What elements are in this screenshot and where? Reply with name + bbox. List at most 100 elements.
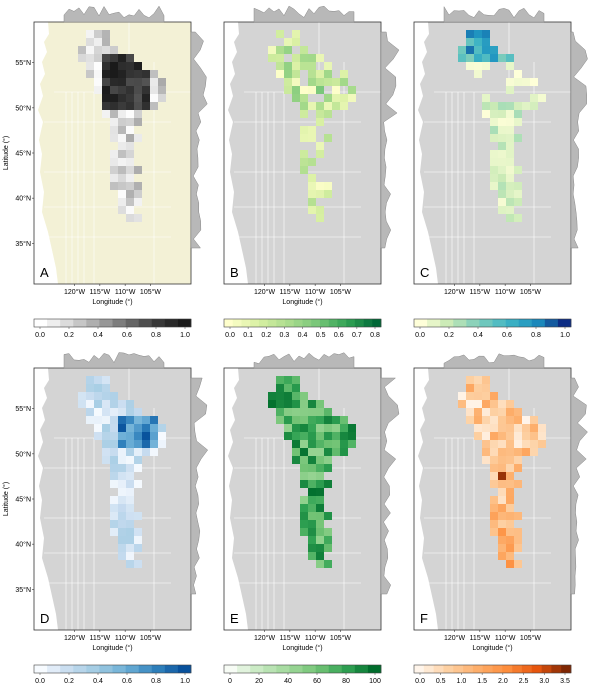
grid-cell — [300, 86, 308, 94]
grid-cell — [110, 166, 118, 174]
grid-cell — [466, 408, 474, 416]
grid-cell — [538, 432, 546, 440]
grid-cell — [490, 182, 498, 190]
grid-cell — [514, 190, 522, 198]
grid-cell — [292, 424, 300, 432]
grid-cell — [490, 424, 498, 432]
grid-cell — [340, 424, 348, 432]
grid-cell — [482, 400, 490, 408]
grid-cell — [332, 440, 340, 448]
colorbar-tick-label: 2.5 — [519, 678, 529, 685]
grid-cell — [134, 214, 142, 222]
grid-cell — [490, 118, 498, 126]
grid-cell — [142, 78, 150, 86]
grid-cell — [126, 416, 134, 424]
grid-cell — [126, 488, 134, 496]
grid-cell — [110, 118, 118, 126]
grid-cell — [126, 214, 134, 222]
grid-cell — [94, 54, 102, 62]
grid-cell — [316, 480, 324, 488]
grid-cell — [158, 78, 166, 86]
grid-cell — [94, 86, 102, 94]
grid-cell — [118, 544, 126, 552]
grid-cell — [126, 54, 134, 62]
grid-cell — [348, 440, 356, 448]
grid-cell — [316, 118, 324, 126]
grid-cell — [506, 174, 514, 182]
grid-cell — [134, 102, 142, 110]
grid-cell — [110, 528, 118, 536]
grid-cell — [506, 126, 514, 134]
grid-cell — [284, 78, 292, 86]
grid-cell — [308, 424, 316, 432]
grid-cell — [118, 432, 126, 440]
lon-tick-label: 120°W — [64, 288, 85, 296]
grid-cell — [284, 86, 292, 94]
grid-cell — [78, 46, 86, 54]
grid-cell — [102, 86, 110, 94]
grid-cell — [78, 392, 86, 400]
grid-cell — [268, 400, 276, 408]
grid-cell — [482, 448, 490, 456]
grid-cell — [292, 456, 300, 464]
grid-cell — [308, 496, 316, 504]
grid-cell — [490, 126, 498, 134]
grid-cell — [292, 416, 300, 424]
grid-cell — [134, 456, 142, 464]
grid-cell — [300, 464, 308, 472]
lon-tick-label: 105°W — [520, 634, 541, 642]
grid-cell — [482, 424, 490, 432]
grid-cell — [316, 528, 324, 536]
grid-cell — [348, 86, 356, 94]
panel-label: B — [230, 265, 239, 280]
grid-cell — [86, 30, 94, 38]
grid-cell — [498, 520, 506, 528]
grid-cell — [292, 30, 300, 38]
grid-cell — [474, 46, 482, 54]
grid-cells — [268, 376, 356, 568]
grid-cell — [498, 432, 506, 440]
grid-cell — [324, 440, 332, 448]
grid-cell — [514, 70, 522, 78]
grid-cell — [324, 182, 332, 190]
grid-cell — [300, 408, 308, 416]
x-axis-label: Longitude (°) — [92, 644, 132, 652]
grid-cell — [134, 432, 142, 440]
grid-cell — [498, 182, 506, 190]
colorbar: 0.0 0.5 1.0 1.5 2.0 2.5 3.0 3.5 — [413, 664, 572, 685]
grid-cell — [110, 110, 118, 118]
grid-cell — [308, 512, 316, 520]
grid-cell — [300, 392, 308, 400]
grid-cell — [292, 384, 300, 392]
grid-cell — [498, 552, 506, 560]
grid-cell — [126, 424, 134, 432]
panel-label: E — [230, 611, 239, 626]
grid-cell — [474, 416, 482, 424]
lat-tick-label: 35°N — [15, 240, 31, 248]
grid-cell — [110, 102, 118, 110]
grid-cell — [126, 166, 134, 174]
grid-cell — [316, 78, 324, 86]
grid-cell — [490, 102, 498, 110]
grid-cell — [324, 62, 332, 70]
grid-cell — [134, 416, 142, 424]
grid-cell — [316, 496, 324, 504]
grid-cell — [110, 512, 118, 520]
grid-cell — [118, 102, 126, 110]
colorbar: 0 20 40 60 80 100 — [223, 664, 382, 685]
longitude-profile — [63, 352, 165, 369]
grid-cell — [514, 408, 522, 416]
grid-cell — [308, 206, 316, 214]
grid-cell — [490, 504, 498, 512]
grid-cell — [514, 416, 522, 424]
grid-cell — [284, 62, 292, 70]
lat-tick-label: 55°N — [15, 59, 31, 67]
grid-cell — [324, 448, 332, 456]
colorbar-tick-label: 80 — [342, 678, 350, 685]
grid-cell — [498, 456, 506, 464]
grid-cell — [498, 536, 506, 544]
grid-cell — [86, 376, 94, 384]
grid-cell — [316, 544, 324, 552]
grid-cell — [482, 38, 490, 46]
grid-cell — [308, 198, 316, 206]
